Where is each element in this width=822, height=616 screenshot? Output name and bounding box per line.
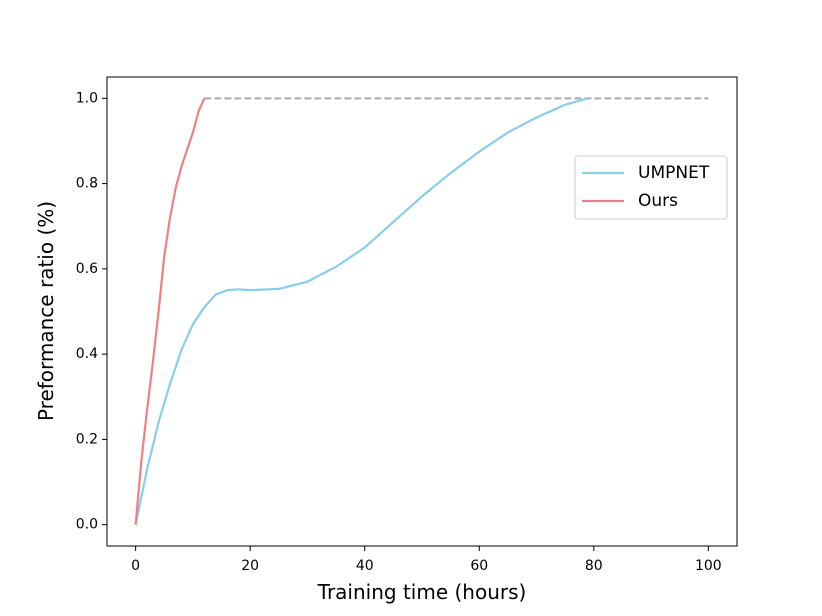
- x-tick-label: 80: [585, 558, 603, 574]
- legend-box: [574, 155, 728, 220]
- x-tick-label: 60: [470, 558, 488, 574]
- y-tick-label: 1.0: [76, 90, 98, 106]
- legend-label: Ours: [638, 191, 678, 211]
- line: [134, 97, 206, 525]
- x-tick-label: 100: [695, 558, 722, 574]
- y-tick-label: 0.4: [76, 346, 98, 362]
- y-tick-label: 0.8: [76, 176, 98, 192]
- y-tick-label: 0.2: [76, 431, 98, 447]
- y-tick-label: 0.0: [76, 517, 98, 533]
- legend-label: UMPNET: [638, 163, 710, 183]
- y-axis-label: Preformance ratio (%): [34, 201, 58, 421]
- x-tick-label: 20: [241, 558, 259, 574]
- x-tick-label: 0: [131, 558, 140, 574]
- plot-frame: [106, 76, 738, 547]
- x-tick-label: 40: [356, 558, 374, 574]
- line: [134, 97, 589, 525]
- x-axis-label: Training time (hours): [317, 580, 527, 604]
- y-tick-label: 0.6: [76, 261, 98, 277]
